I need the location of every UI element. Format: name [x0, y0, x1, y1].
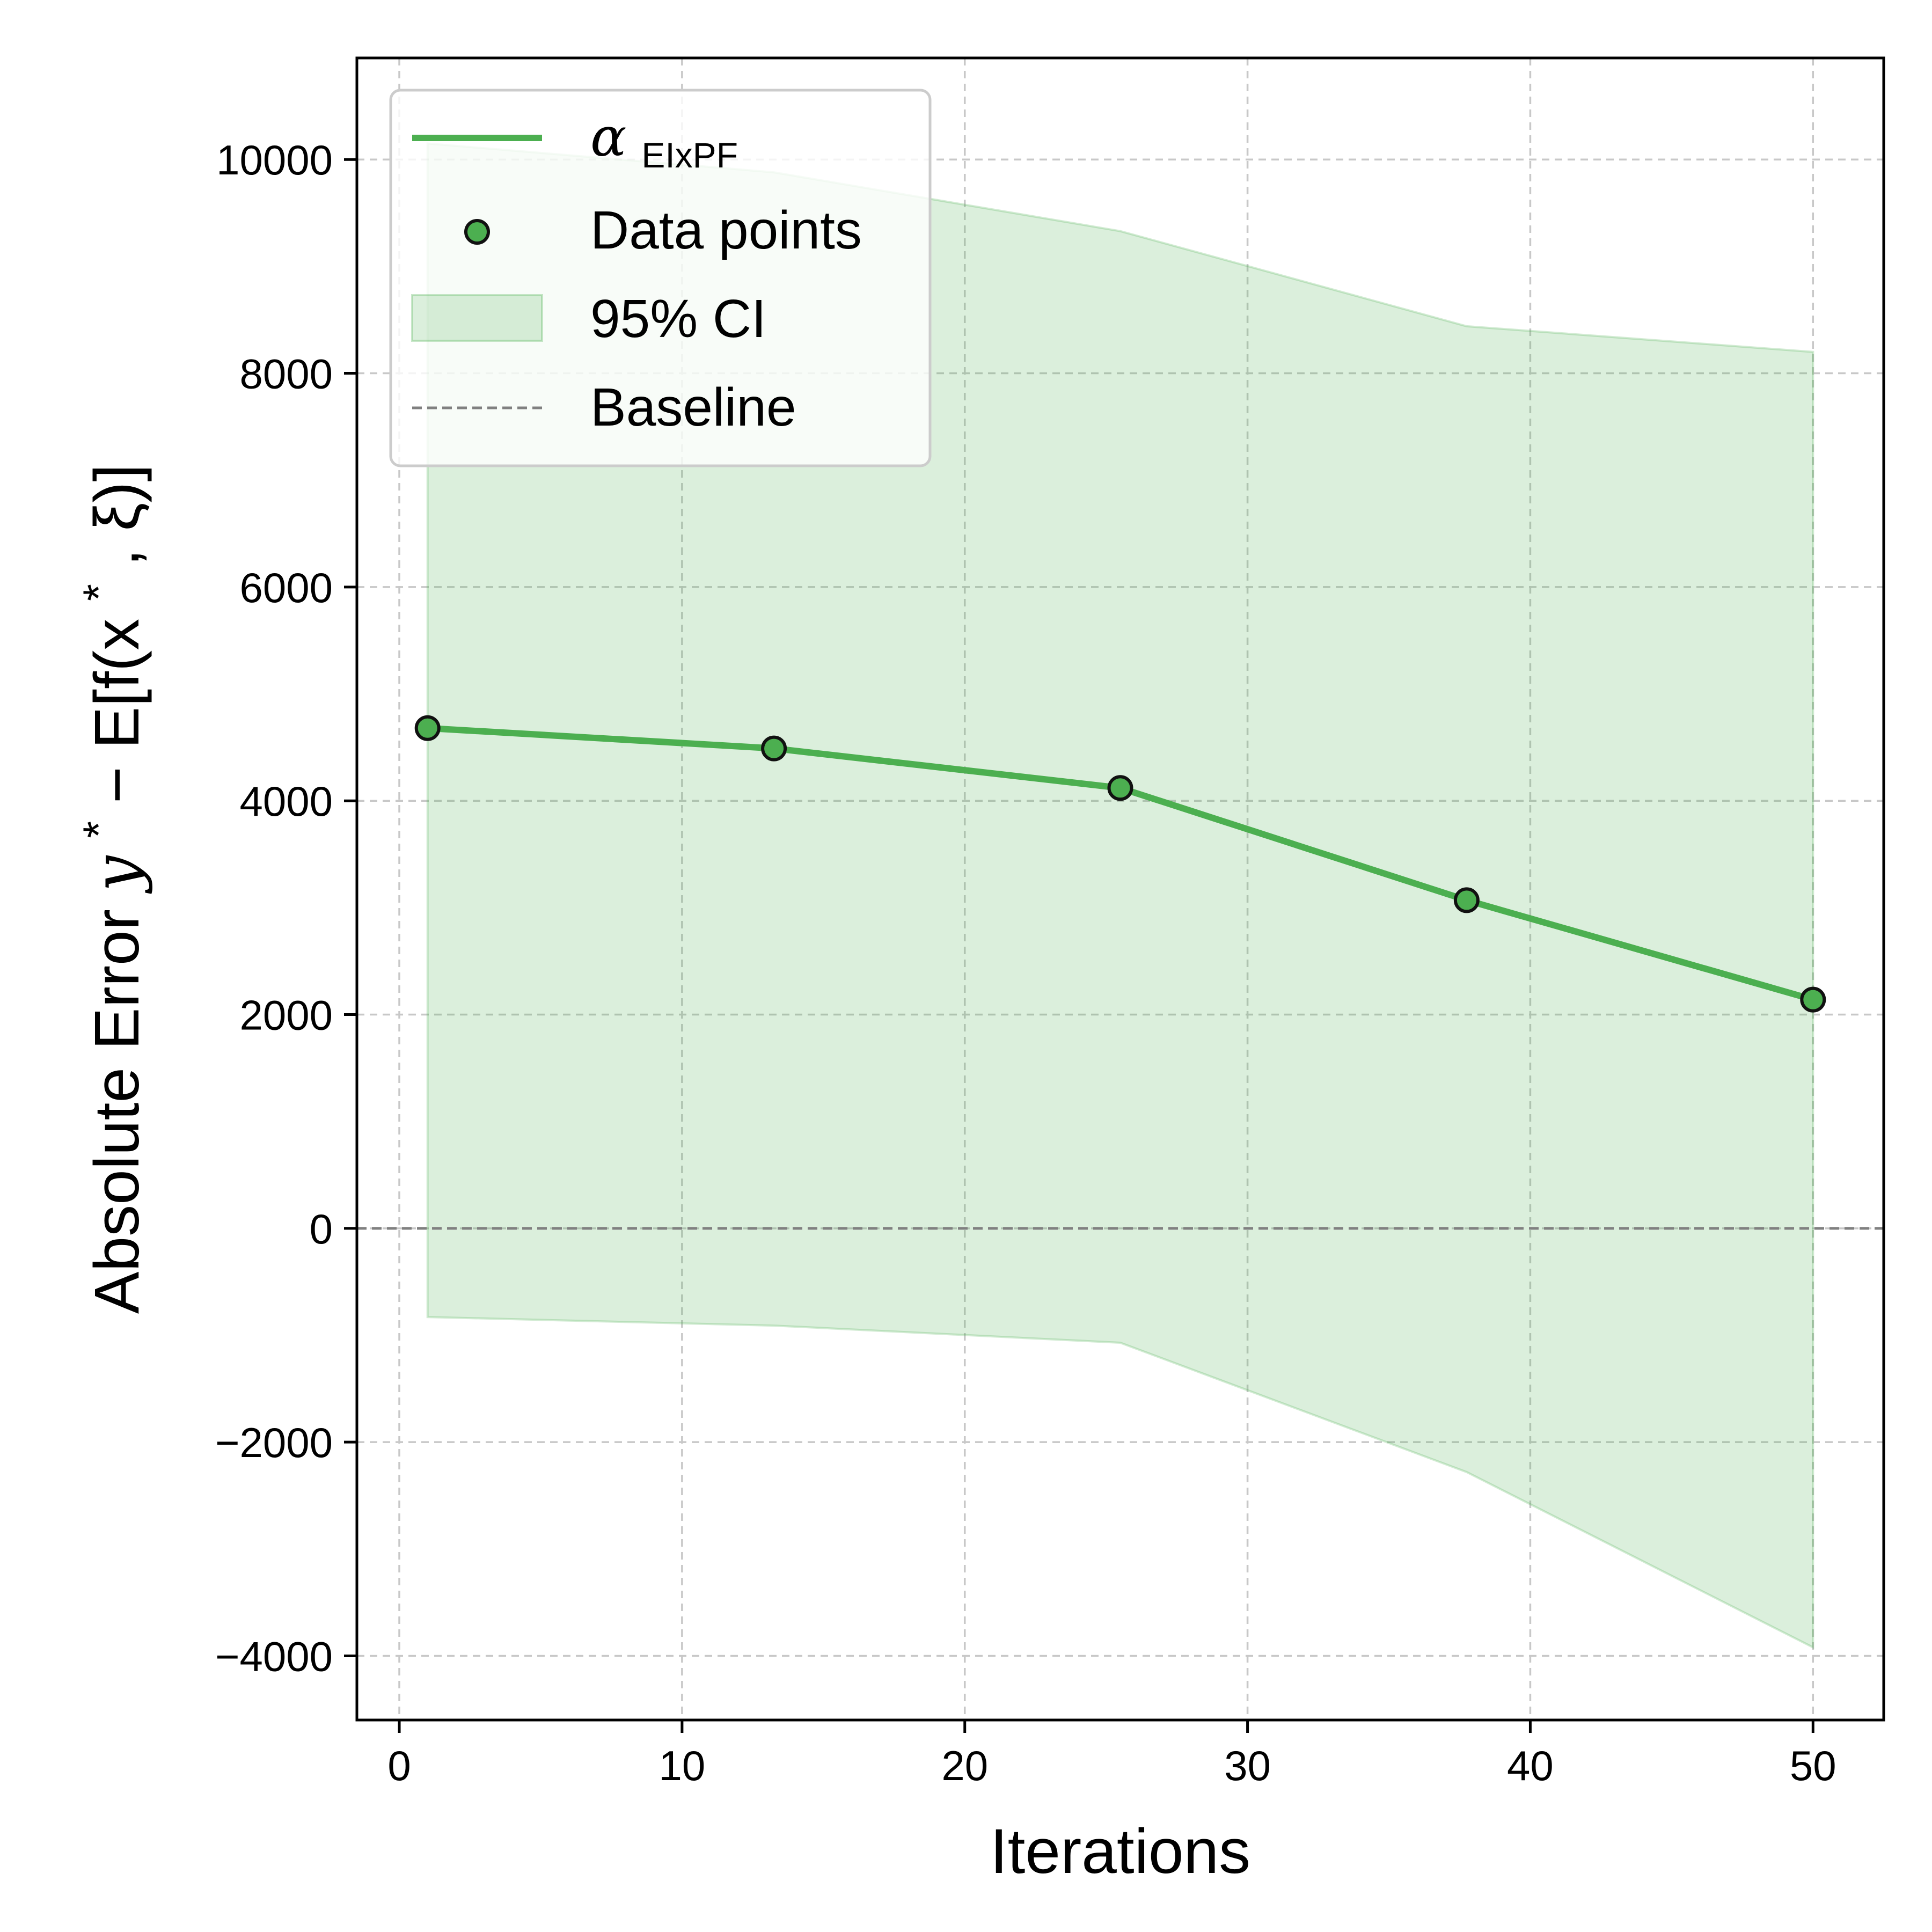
- y-axis-title-text: Absolute Error: [82, 909, 152, 1314]
- y-tick-label: 6000: [239, 564, 333, 611]
- x-tick-label: 50: [1790, 1742, 1836, 1789]
- legend-alpha-subscript: EIxPF: [641, 135, 738, 175]
- data-point: [1107, 775, 1133, 801]
- y-tick-label: 2000: [239, 992, 333, 1039]
- legend-band-swatch: [411, 294, 543, 342]
- y-tick-label: 8000: [239, 350, 333, 398]
- y-axis-title: Absolute Error y * − E[f(x * , ξ)]: [57, 464, 153, 1314]
- legend-point-swatch: [464, 219, 490, 245]
- x-tick-label: 20: [941, 1742, 988, 1789]
- confidence-band-layer: [426, 142, 1814, 1649]
- x-tick-label: 0: [387, 1742, 411, 1789]
- data-point: [761, 735, 787, 762]
- y-tick-label: 10000: [216, 136, 333, 184]
- x-tick-label: 40: [1507, 1742, 1554, 1789]
- data-point: [414, 715, 441, 741]
- y-tick-label: 4000: [239, 778, 333, 825]
- legend-entry-ci: 95% CI: [590, 289, 766, 349]
- y-axis-math-star-2: *: [75, 584, 123, 601]
- legend: α EIxPF Data points 95% CI Baseline: [389, 89, 932, 467]
- data-point: [1453, 887, 1480, 913]
- y-tick-label: −2000: [215, 1419, 333, 1466]
- data-points-layer: [414, 715, 1826, 1013]
- y-axis-math-middle: − E[f(x: [82, 619, 152, 803]
- confidence-band: [426, 142, 1814, 1649]
- plot-frame: [355, 56, 1885, 1722]
- x-axis-title: Iterations: [990, 1816, 1250, 1887]
- grid: [357, 58, 1884, 1720]
- data-point: [1800, 986, 1826, 1013]
- y-tick-label: −4000: [215, 1633, 333, 1680]
- legend-box: [389, 89, 932, 467]
- x-tick-label: 10: [658, 1742, 705, 1789]
- x-tick-label: 30: [1224, 1742, 1271, 1789]
- svg-text:Absolute Error: Absolute Error y * − E[f(x * , ξ)]: [57, 464, 153, 1314]
- legend-entry-baseline: Baseline: [590, 377, 796, 437]
- legend-alpha-symbol: α: [590, 106, 627, 169]
- y-axis-math-star: *: [75, 821, 123, 838]
- y-axis-math-end: , ξ)]: [82, 464, 152, 566]
- legend-entry-alpha: α EIxPF: [590, 106, 738, 175]
- y-tick-label: 0: [310, 1205, 333, 1253]
- ticks: 0 10 20 30 40 50 −4000 −2000 0 2000 4000 6000 8000 10…: [215, 136, 1836, 1789]
- legend-entry-data-points: Data points: [590, 200, 862, 260]
- y-axis-math-y: y: [79, 855, 153, 894]
